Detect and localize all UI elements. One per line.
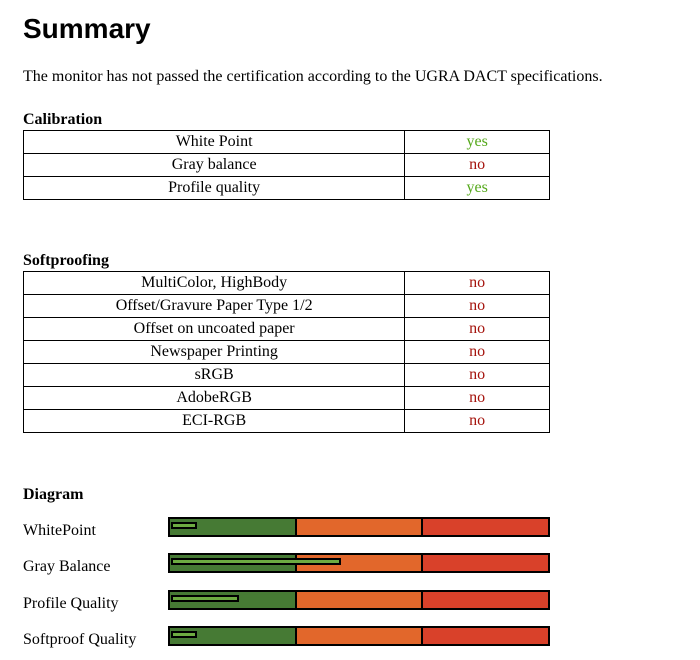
table-row: MultiColor, HighBody no xyxy=(22,271,550,295)
check-result: no xyxy=(404,294,550,318)
certification-statement: The monitor has not passed the certifica… xyxy=(23,68,603,85)
check-name: Gray balance xyxy=(22,153,406,177)
fail-zone xyxy=(421,628,549,644)
table-row: AdobeRGB no xyxy=(22,386,550,410)
check-name: sRGB xyxy=(22,363,406,387)
check-name: AdobeRGB xyxy=(22,386,406,410)
check-result: no xyxy=(404,271,550,295)
table-row: Gray balance no xyxy=(22,153,550,177)
warning-zone xyxy=(294,628,422,644)
check-name: Offset on uncoated paper xyxy=(22,317,406,341)
table-row: sRGB no xyxy=(22,363,550,387)
diagram-label-softproof-quality: Softproof Quality xyxy=(23,631,137,648)
whitepoint-bar xyxy=(168,517,550,537)
check-result: no xyxy=(404,386,550,410)
diagram-label-gray-balance: Gray Balance xyxy=(23,558,111,575)
gray-balance-bar xyxy=(168,553,550,573)
fail-zone xyxy=(421,519,549,535)
check-name: White Point xyxy=(22,130,406,154)
level-indicator xyxy=(171,522,197,529)
good-zone xyxy=(170,519,295,535)
warning-zone xyxy=(294,519,422,535)
fail-zone xyxy=(421,592,549,608)
check-result: no xyxy=(404,340,550,364)
level-indicator xyxy=(171,595,239,602)
table-row: Profile quality yes xyxy=(22,176,550,200)
diagram-label-whitepoint: WhitePoint xyxy=(23,522,96,539)
check-result: yes xyxy=(404,176,550,200)
softproof-quality-bar xyxy=(168,626,550,646)
check-result: no xyxy=(404,153,550,177)
calibration-table: White Point yes Gray balance no Profile … xyxy=(22,130,550,200)
page-title: Summary xyxy=(23,13,151,44)
good-zone xyxy=(170,628,295,644)
level-indicator xyxy=(171,558,341,565)
table-row: White Point yes xyxy=(22,130,550,154)
table-row: Newspaper Printing no xyxy=(22,340,550,364)
check-name: ECI-RGB xyxy=(22,409,406,433)
table-row: Offset on uncoated paper no xyxy=(22,317,550,341)
check-result: no xyxy=(404,409,550,433)
check-name: MultiColor, HighBody xyxy=(22,271,406,295)
diagram-label-profile-quality: Profile Quality xyxy=(23,595,119,612)
warning-zone xyxy=(294,592,422,608)
table-row: ECI-RGB no xyxy=(22,409,550,433)
check-name: Newspaper Printing xyxy=(22,340,406,364)
check-name: Profile quality xyxy=(22,176,406,200)
check-name: Offset/Gravure Paper Type 1/2 xyxy=(22,294,406,318)
level-indicator xyxy=(171,631,197,638)
fail-zone xyxy=(421,555,549,571)
check-result: yes xyxy=(404,130,550,154)
diagram-heading: Diagram xyxy=(23,486,84,503)
check-result: no xyxy=(404,363,550,387)
softproofing-heading: Softproofing xyxy=(23,252,109,269)
profile-quality-bar xyxy=(168,590,550,610)
calibration-heading: Calibration xyxy=(23,111,103,128)
check-result: no xyxy=(404,317,550,341)
softproofing-table: MultiColor, HighBody no Offset/Gravure P… xyxy=(22,271,550,433)
table-row: Offset/Gravure Paper Type 1/2 no xyxy=(22,294,550,318)
